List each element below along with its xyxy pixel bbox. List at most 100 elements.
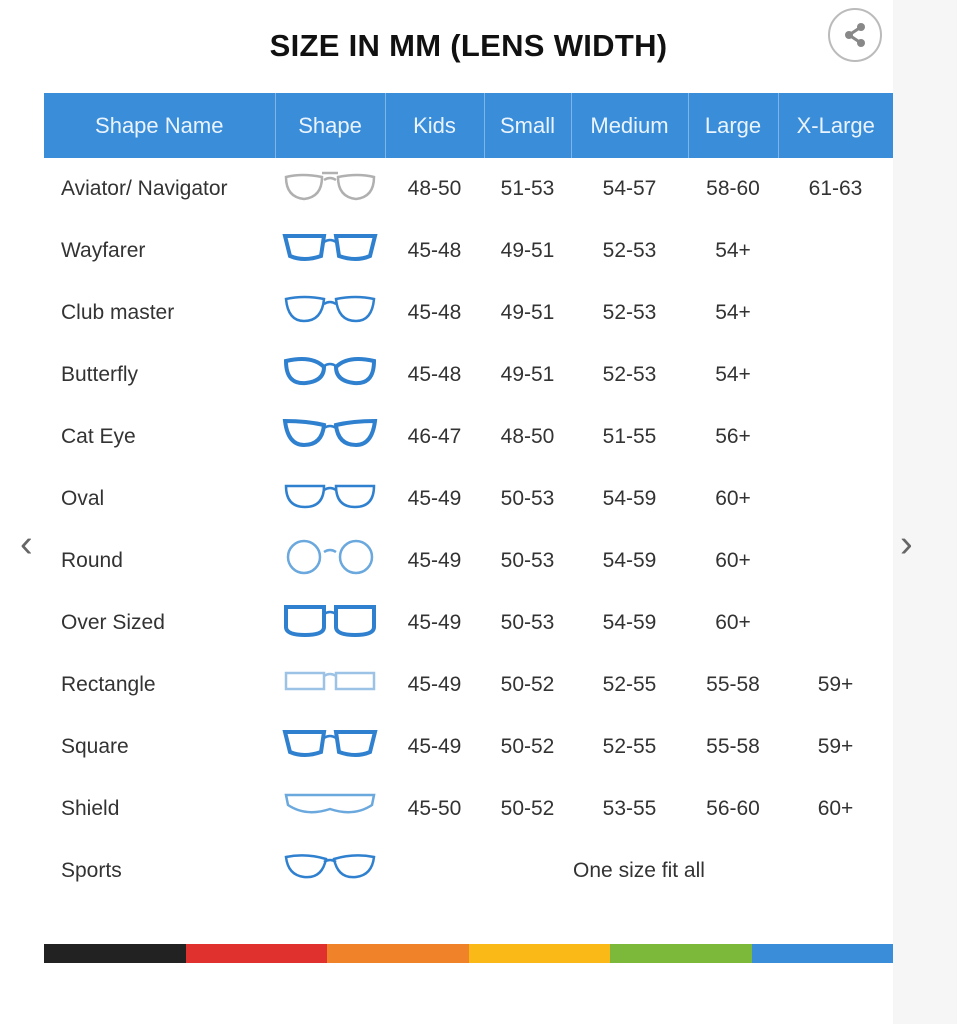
shape-name: Square bbox=[61, 735, 129, 758]
chevron-right-icon[interactable]: › bbox=[900, 523, 913, 565]
size-value: 49-51 bbox=[500, 301, 555, 324]
size-value: 50-52 bbox=[500, 797, 555, 820]
color-bar-segment bbox=[44, 944, 186, 963]
size-value: 55-58 bbox=[706, 673, 760, 696]
size-value: 46-47 bbox=[407, 425, 462, 448]
size-value: 45-49 bbox=[407, 549, 462, 572]
shape-name: Club master bbox=[61, 301, 175, 324]
size-value bbox=[778, 406, 893, 468]
size-value: 48-50 bbox=[407, 177, 462, 200]
table-row: Shield 45-50 50-52 53-55 56-60 60+ bbox=[44, 778, 893, 840]
size-value: 54+ bbox=[715, 301, 751, 324]
shape-name: Sports bbox=[61, 859, 122, 882]
shape-name: Round bbox=[61, 549, 123, 572]
column-header: Shape bbox=[274, 93, 385, 158]
table-row: Cat Eye 46-47 48-50 51-55 56+ bbox=[44, 406, 893, 468]
square-glasses-icon bbox=[282, 730, 378, 757]
chevron-left-icon[interactable]: ‹ bbox=[20, 523, 33, 565]
page-title: SIZE IN MM (LENS WIDTH) bbox=[269, 28, 668, 63]
size-value: 45-48 bbox=[407, 301, 462, 324]
wayfarer-glasses-icon bbox=[282, 234, 378, 261]
column-header: Kids bbox=[384, 93, 484, 158]
size-value: 54+ bbox=[715, 239, 751, 262]
size-value bbox=[778, 468, 893, 530]
size-value: 58-60 bbox=[706, 177, 760, 200]
table-row: Wayfarer 45-48 49-51 52-53 54+ bbox=[44, 220, 893, 282]
size-value: 45-49 bbox=[407, 673, 462, 696]
shape-name: Aviator/ Navigator bbox=[61, 177, 228, 200]
size-value: 45-49 bbox=[407, 487, 462, 510]
rectangle-glasses-icon bbox=[284, 671, 376, 691]
size-value: 50-52 bbox=[500, 673, 555, 696]
size-value: 60+ bbox=[715, 487, 751, 510]
clubmaster-glasses-icon bbox=[284, 295, 376, 323]
oval-glasses-icon bbox=[284, 484, 376, 509]
table-row: Club master 45-48 49-51 52-53 54+ bbox=[44, 282, 893, 344]
size-value bbox=[778, 530, 893, 592]
cat-eye-glasses-icon bbox=[282, 418, 378, 448]
size-value: 51-53 bbox=[500, 177, 555, 200]
size-value: 50-52 bbox=[500, 735, 555, 758]
size-value: 45-50 bbox=[407, 797, 462, 820]
size-value: 45-49 bbox=[407, 611, 462, 634]
sports-glasses-icon bbox=[284, 854, 376, 879]
shape-name: Wayfarer bbox=[61, 239, 146, 262]
side-panel bbox=[893, 0, 957, 1024]
color-bar-segment bbox=[751, 944, 893, 963]
shape-name: Rectangle bbox=[61, 673, 156, 696]
round-glasses-icon bbox=[286, 539, 374, 575]
column-header: Small bbox=[483, 93, 571, 158]
size-value: 59+ bbox=[817, 735, 854, 758]
table-row: Aviator/ Navigator 48-50 51-53 54-57 58-60 61… bbox=[44, 158, 893, 220]
size-value: 60+ bbox=[715, 549, 751, 572]
table-row: Round 45-49 50-53 54-59 60+ bbox=[44, 530, 893, 592]
size-value: 52-55 bbox=[602, 735, 657, 758]
size-value: 60+ bbox=[715, 611, 751, 634]
table-row: Oval 45-49 50-53 54-59 60+ bbox=[44, 468, 893, 530]
table-row: Rectangle 45-49 50-52 52-55 55-58 59+ bbox=[44, 654, 893, 716]
size-value: 56-60 bbox=[706, 797, 760, 820]
size-value bbox=[778, 282, 893, 344]
size-value: 52-53 bbox=[602, 363, 657, 386]
size-value: 61-63 bbox=[808, 177, 863, 200]
table-row: Square 45-49 50-52 52-55 55-58 59+ bbox=[44, 716, 893, 778]
size-value: 54-59 bbox=[602, 549, 657, 572]
column-header: Large bbox=[687, 93, 778, 158]
size-value: 45-49 bbox=[407, 735, 462, 758]
color-bar bbox=[44, 944, 893, 963]
oversized-glasses-icon bbox=[284, 605, 376, 638]
color-bar-segment bbox=[327, 944, 469, 963]
size-value: 59+ bbox=[817, 673, 854, 696]
size-value: 54+ bbox=[715, 363, 751, 386]
size-value: 52-55 bbox=[602, 673, 657, 696]
size-value: 49-51 bbox=[500, 363, 555, 386]
shape-name: Cat Eye bbox=[61, 425, 136, 448]
color-bar-segment bbox=[610, 944, 752, 963]
table-row: Butterfly 45-48 49-51 52-53 54+ bbox=[44, 344, 893, 406]
share-button[interactable] bbox=[828, 8, 882, 62]
size-value: 45-48 bbox=[407, 239, 462, 262]
size-value: 48-50 bbox=[500, 425, 555, 448]
size-value: 51-55 bbox=[602, 425, 657, 448]
aviator-glasses-icon bbox=[284, 171, 376, 201]
size-value bbox=[778, 220, 893, 282]
table-row: Sports One size fit all bbox=[44, 840, 893, 902]
size-value: 50-53 bbox=[500, 549, 555, 572]
size-value: 56+ bbox=[715, 425, 751, 448]
size-value bbox=[778, 592, 893, 654]
color-bar-segment bbox=[468, 944, 610, 963]
size-value: 54-59 bbox=[602, 611, 657, 634]
butterfly-glasses-icon bbox=[283, 357, 377, 386]
size-value: 55-58 bbox=[706, 735, 760, 758]
size-value bbox=[778, 344, 893, 406]
shape-name: Oval bbox=[61, 487, 105, 510]
size-value: 50-53 bbox=[500, 611, 555, 634]
size-note: One size fit all bbox=[573, 859, 705, 882]
size-value: 60+ bbox=[817, 797, 854, 820]
shape-name: Shield bbox=[61, 797, 120, 820]
column-header: Shape Name bbox=[44, 93, 275, 158]
color-bar-segment bbox=[185, 944, 327, 963]
size-value: 52-53 bbox=[602, 301, 657, 324]
size-value: 52-53 bbox=[602, 239, 657, 262]
size-value: 49-51 bbox=[500, 239, 555, 262]
